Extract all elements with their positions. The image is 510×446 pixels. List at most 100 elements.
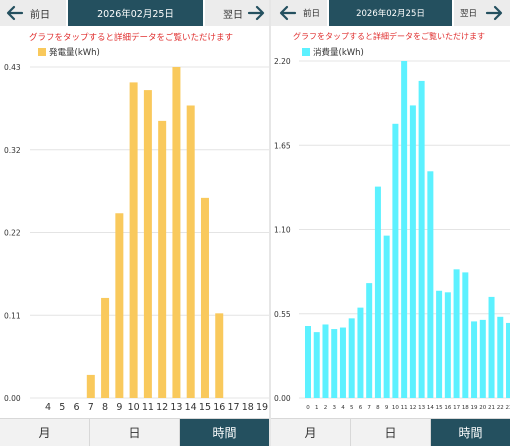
x-tick-label: 5 [59, 402, 65, 413]
x-tick-label: 9 [116, 402, 122, 413]
bar [444, 292, 451, 398]
x-tick-label: 13 [418, 405, 425, 411]
tap-notice: グラフをタップすると詳細データをご覧いただけます [293, 32, 485, 41]
period-tabs: 月 日 時間 [271, 418, 510, 446]
y-tick-label: 0.22 [4, 229, 21, 238]
next-day-label: 翌日 [223, 9, 243, 21]
x-tick-label: 14 [427, 405, 434, 411]
bar [471, 321, 478, 398]
bar [366, 283, 373, 398]
bar [357, 307, 364, 398]
bar [322, 324, 329, 398]
tab-day[interactable]: 日 [90, 419, 180, 446]
bar [462, 272, 469, 398]
y-tick-label: 2.20 [274, 57, 291, 66]
tab-day[interactable]: 日 [351, 419, 431, 446]
bar [305, 326, 311, 398]
x-tick-label: 21 [488, 405, 495, 411]
next-day-button[interactable]: 翌日 [454, 0, 510, 26]
x-tick-label: 4 [45, 402, 51, 413]
bar [392, 123, 399, 399]
x-tick-label: 8 [376, 405, 380, 411]
x-tick-label: 5 [350, 405, 354, 411]
x-tick-label: 7 [88, 402, 94, 413]
y-tick-label: 0.55 [274, 310, 291, 319]
prev-day-label: 前日 [303, 9, 321, 19]
legend-swatch [302, 48, 310, 56]
next-day-label: 翌日 [460, 9, 478, 19]
x-tick-label: 20 [479, 405, 486, 411]
x-tick-label: 14 [185, 402, 197, 413]
x-tick-label: 0 [306, 405, 310, 411]
y-tick-label: 0.32 [4, 146, 21, 155]
bar [348, 318, 355, 398]
arrow-left-icon [6, 5, 24, 21]
consumption-chart[interactable]: 2.201.651.100.550.000 1 2 3 4 5 6 7 8 9 10 11 12 13 14… [271, 0, 510, 418]
x-tick-label: 23 [506, 405, 510, 411]
x-tick-label: 15 [199, 402, 211, 413]
x-tick-label: 18 [462, 405, 469, 411]
date-header: 前日 2026年02月25日 翌日 [0, 0, 269, 26]
x-tick-label: 17 [453, 405, 460, 411]
bar [418, 80, 425, 398]
x-tick-label: 16 [444, 405, 451, 411]
bar [453, 269, 460, 398]
x-tick-label: 10 [392, 405, 399, 411]
x-tick-label: 19 [256, 402, 268, 413]
x-tick-label: 3 [332, 405, 336, 411]
bar [488, 296, 495, 398]
x-tick-label: 2 [324, 405, 328, 411]
tab-hour[interactable]: 時間 [180, 419, 269, 446]
prev-day-button[interactable]: 前日 [271, 0, 327, 26]
x-tick-label: 11 [142, 402, 154, 413]
bar [427, 171, 434, 398]
legend-label: 消費量(kWh) [313, 48, 364, 58]
bar [313, 332, 320, 398]
current-date[interactable]: 2026年02月25日 [68, 0, 203, 26]
bar [158, 120, 167, 398]
prev-day-button[interactable]: 前日 [0, 0, 66, 26]
x-tick-label: 4 [341, 405, 345, 411]
period-tabs: 月 日 時間 [0, 418, 269, 446]
panel-divider [269, 0, 271, 446]
next-day-button[interactable]: 翌日 [205, 0, 269, 26]
bar [86, 374, 95, 398]
bar [186, 105, 195, 398]
x-tick-label: 12 [156, 402, 168, 413]
chart-legend: 消費量(kWh) [302, 46, 364, 58]
bar [129, 82, 138, 398]
x-tick-label: 11 [401, 405, 408, 411]
bar [339, 327, 346, 398]
bar [383, 235, 390, 398]
x-tick-label: 22 [497, 405, 504, 411]
y-tick-label: 0.00 [4, 394, 21, 403]
x-tick-label: 6 [74, 402, 80, 413]
arrow-left-icon [279, 5, 297, 21]
y-tick-label: 0.43 [4, 63, 21, 72]
arrow-right-icon [247, 5, 265, 21]
arrow-right-icon [485, 5, 503, 21]
legend-swatch [38, 48, 46, 56]
bar [409, 105, 416, 398]
generation-chart[interactable]: 0.43 0.32 0.22 0.11 0.00 4 5 6 7 8 9 10 11 12 13 14 15 16… [0, 0, 269, 418]
bar [200, 197, 209, 398]
bar [215, 313, 224, 398]
tap-notice: グラフをタップすると詳細データをご覧いただけます [29, 33, 234, 43]
bar [374, 186, 381, 398]
consumption-panel: 前日 2026年02月25日 翌日 グラフをタップすると詳細データをご覧いただけ… [271, 0, 510, 446]
tab-month[interactable]: 月 [271, 419, 351, 446]
y-tick-label: 0.00 [274, 394, 291, 403]
current-date[interactable]: 2026年02月25日 [329, 0, 452, 26]
x-tick-label: 12 [409, 405, 416, 411]
y-tick-label: 0.11 [4, 311, 21, 320]
y-tick-label: 1.65 [274, 141, 291, 150]
bar [497, 316, 504, 398]
x-tick-label: 16 [213, 402, 225, 413]
bar [172, 67, 181, 398]
x-tick-label: 10 [128, 402, 140, 413]
x-tick-label: 7 [367, 405, 371, 411]
tab-hour[interactable]: 時間 [431, 419, 510, 446]
tab-month[interactable]: 月 [0, 419, 90, 446]
y-tick-label: 1.10 [274, 226, 291, 235]
x-tick-label: 15 [436, 405, 443, 411]
